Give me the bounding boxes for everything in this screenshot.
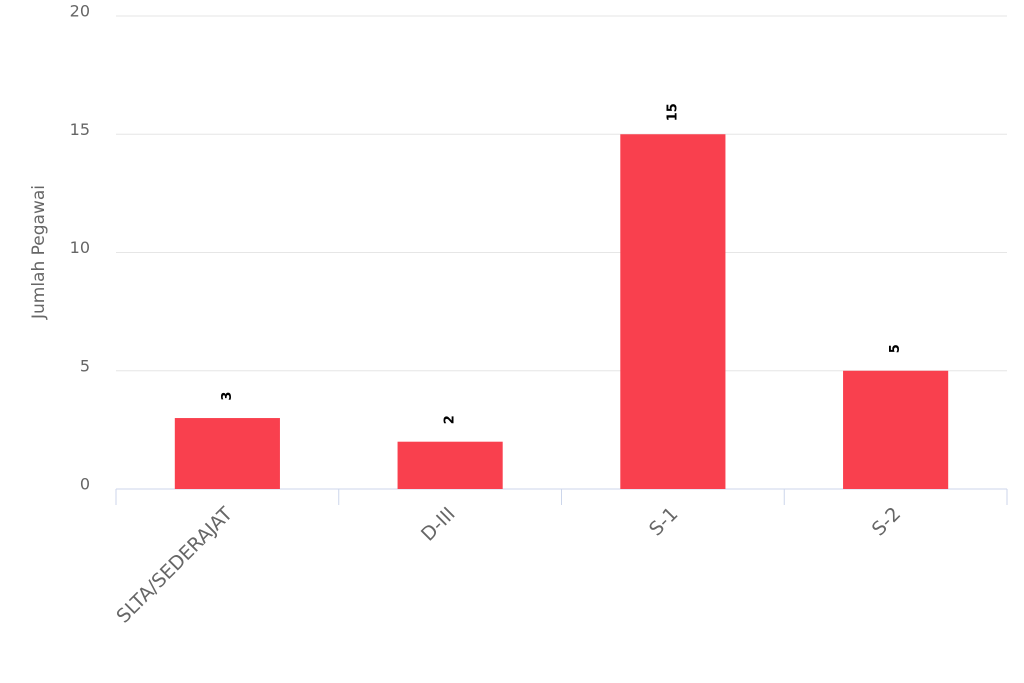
bar bbox=[397, 441, 503, 489]
value-label: 2 bbox=[443, 415, 458, 424]
x-tick-label: SLTA/SEDERAJAT bbox=[112, 503, 237, 628]
bar bbox=[174, 418, 280, 489]
bar bbox=[620, 134, 726, 489]
value-label: 15 bbox=[665, 103, 680, 121]
y-tick-label: 15 bbox=[70, 120, 90, 139]
y-tick-label: 10 bbox=[70, 238, 90, 257]
x-tick-label: S-2 bbox=[868, 503, 905, 540]
bar bbox=[843, 370, 949, 489]
y-axis-title: Jumlah Pegawai bbox=[29, 185, 49, 320]
value-label: 5 bbox=[888, 344, 903, 353]
y-tick-label: 5 bbox=[80, 356, 90, 375]
x-tick-label: S-1 bbox=[645, 503, 682, 540]
y-tick-label: 0 bbox=[80, 475, 90, 494]
y-tick-label: 20 bbox=[70, 2, 90, 21]
value-label: 3 bbox=[220, 392, 235, 401]
x-tick-label: D-III bbox=[417, 503, 460, 546]
